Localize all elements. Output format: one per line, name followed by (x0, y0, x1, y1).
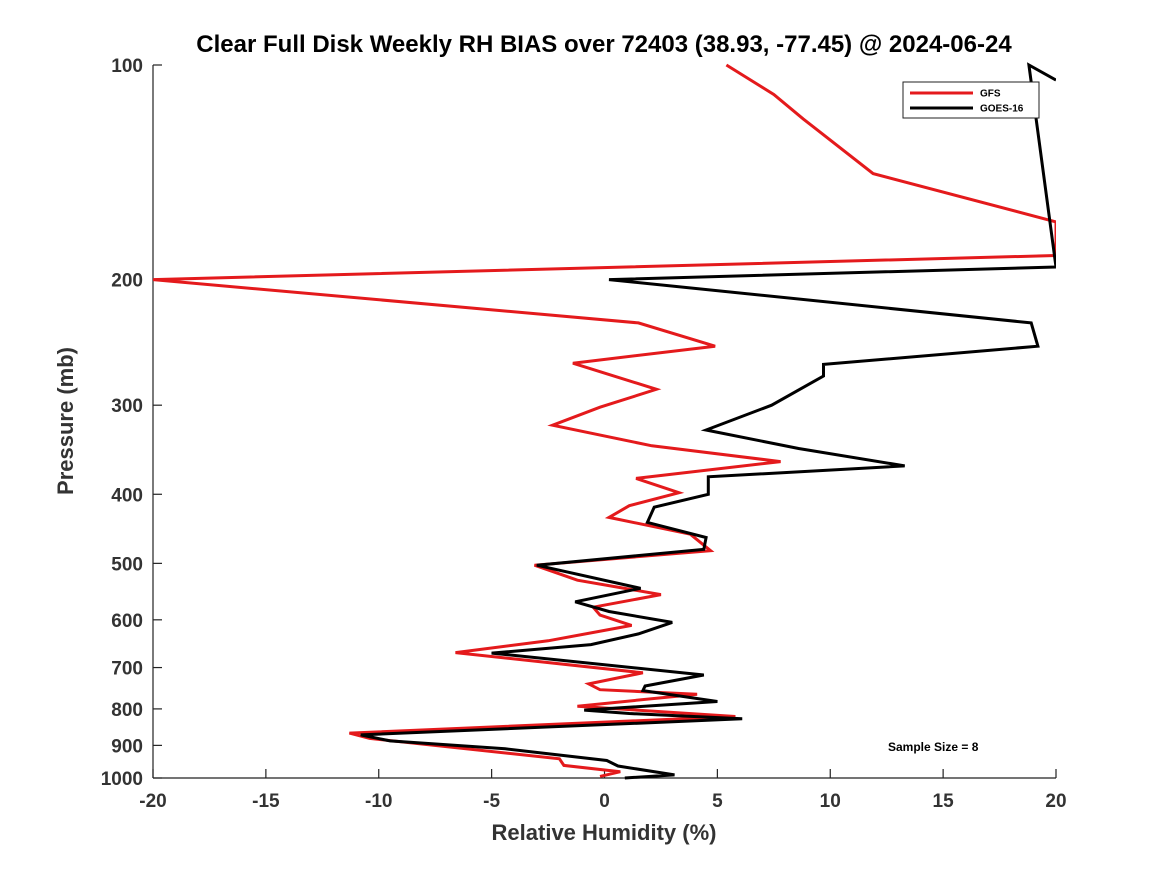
x-tick-label: 10 (820, 791, 841, 812)
y-tick-label: 800 (111, 700, 143, 721)
y-tick-label: 700 (111, 659, 143, 680)
y-tick-label: 300 (111, 396, 143, 417)
x-tick-label: 20 (1045, 791, 1066, 812)
x-tick-label: 5 (712, 791, 723, 812)
x-tick-label: -5 (483, 791, 500, 812)
series-layer (153, 62, 1056, 780)
y-tick-label: 1000 (101, 769, 143, 790)
y-tick-label: 200 (111, 271, 143, 292)
x-tick-label: -10 (365, 791, 392, 812)
sample-size-annotation: Sample Size = 8 (888, 740, 979, 754)
legend-box (902, 81, 1040, 119)
series-line-goes-16 (360, 62, 1056, 780)
series-line-gfs (153, 63, 1056, 778)
x-tick-label: -20 (139, 791, 166, 812)
x-tick-label: -15 (252, 791, 280, 812)
x-axis-label: Relative Humidity (%) (492, 820, 717, 845)
y-axis-label: Pressure (mb) (53, 347, 78, 495)
x-tick-label: 0 (599, 791, 610, 812)
x-ticks: -20 -15 -10 -5 0 5 10 15 20 (139, 769, 1067, 812)
y-tick-label: 100 (111, 56, 143, 77)
legend: GFS GOES-16 (902, 81, 1040, 119)
legend-label-goes-16: GOES-16 (980, 104, 1024, 115)
y-tick-label: 600 (111, 611, 143, 632)
chart-title: Clear Full Disk Weekly RH BIAS over 7240… (196, 31, 1012, 58)
plot-area (152, 65, 1056, 779)
y-ticks: 100 200 300 400 500 600 700 800 900 1000 (101, 56, 162, 790)
x-tick-label: 15 (933, 791, 955, 812)
y-tick-label: 400 (111, 485, 143, 506)
legend-label-gfs: GFS (980, 89, 1001, 100)
y-tick-label: 900 (111, 736, 143, 757)
y-tick-label: 500 (111, 554, 143, 575)
